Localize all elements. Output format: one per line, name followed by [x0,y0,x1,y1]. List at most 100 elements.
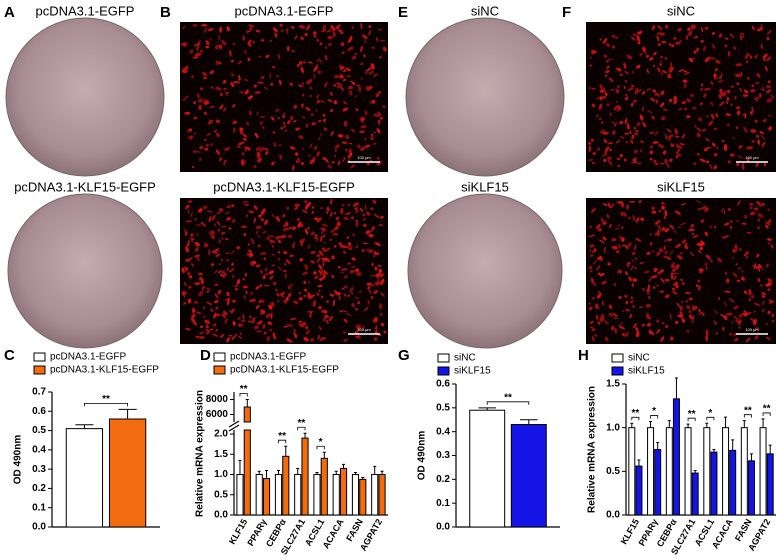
cell [349,286,354,293]
cell [294,34,298,40]
cell [203,315,206,318]
cell [246,214,249,217]
cell [361,117,364,123]
cell [609,148,613,152]
cell [248,320,253,323]
y-tick-label: 1.0 [606,422,620,433]
cell [250,253,254,257]
cell [300,66,304,74]
cell [603,320,610,325]
cell [624,80,628,83]
cell [683,83,687,89]
cell [659,63,662,66]
cell [671,44,675,48]
cell [761,294,766,298]
cell [598,228,602,232]
cell [340,86,345,91]
cell [276,299,280,303]
cell [661,40,667,44]
bar [108,418,147,528]
cell [710,113,715,120]
bar [747,460,755,516]
cell [760,44,763,49]
cell [204,99,209,104]
cell [244,159,247,164]
cell [589,64,592,67]
cell [268,304,273,310]
image-title: pcDNA3.1-KLF15-EGFP [14,179,156,194]
cell [245,290,248,295]
cell [215,253,221,257]
cell [333,289,339,294]
cell [206,287,211,290]
cell [348,148,352,153]
cell [296,63,300,67]
cell [625,308,631,312]
cell [203,111,208,115]
cell [678,68,684,73]
cell [310,337,315,342]
cell [313,34,317,38]
cell [683,107,688,111]
cell [223,88,227,90]
cell [599,38,602,41]
cell [238,74,241,82]
cell [646,292,650,295]
cell [656,329,661,334]
cell [767,80,771,84]
cell [255,330,263,333]
cell [669,224,675,230]
cell [679,279,684,281]
cell [286,206,290,210]
cell [231,218,236,223]
cell [762,53,768,59]
cell [616,100,618,103]
cell [245,272,248,277]
cell [660,336,665,343]
error-bar [667,420,671,428]
cell [646,110,653,114]
cell [382,105,386,108]
cell [649,242,653,246]
cell [292,226,296,231]
significance-bracket [762,412,771,416]
cell [618,321,623,327]
cell [250,291,254,295]
cell [316,257,321,263]
cell [276,74,279,78]
cell [599,239,605,244]
cell [232,333,238,339]
cell [329,293,335,297]
cell [606,156,612,160]
cell [333,74,340,79]
cell [750,206,753,210]
bar [722,427,730,516]
cell [663,202,666,205]
cell [646,288,650,293]
y-tick-label: 0.5 [436,402,450,413]
cell [325,247,331,252]
cell [766,30,772,35]
cell [692,304,695,312]
cell [218,34,220,41]
cell [289,254,294,257]
cell [631,134,635,140]
cell [355,307,358,311]
cell [331,274,335,279]
cell [620,211,624,216]
cell [718,33,723,38]
cell [754,97,759,102]
cell [596,265,601,271]
bar [243,429,251,516]
cell [247,57,251,62]
cell [696,200,701,203]
cell [637,162,642,164]
panel-label: A [4,4,15,21]
cell [654,219,661,225]
error-bar [761,418,765,428]
cell [757,213,764,218]
cell [316,151,320,157]
cell [185,327,191,331]
cell [378,269,383,273]
cell [705,329,709,336]
